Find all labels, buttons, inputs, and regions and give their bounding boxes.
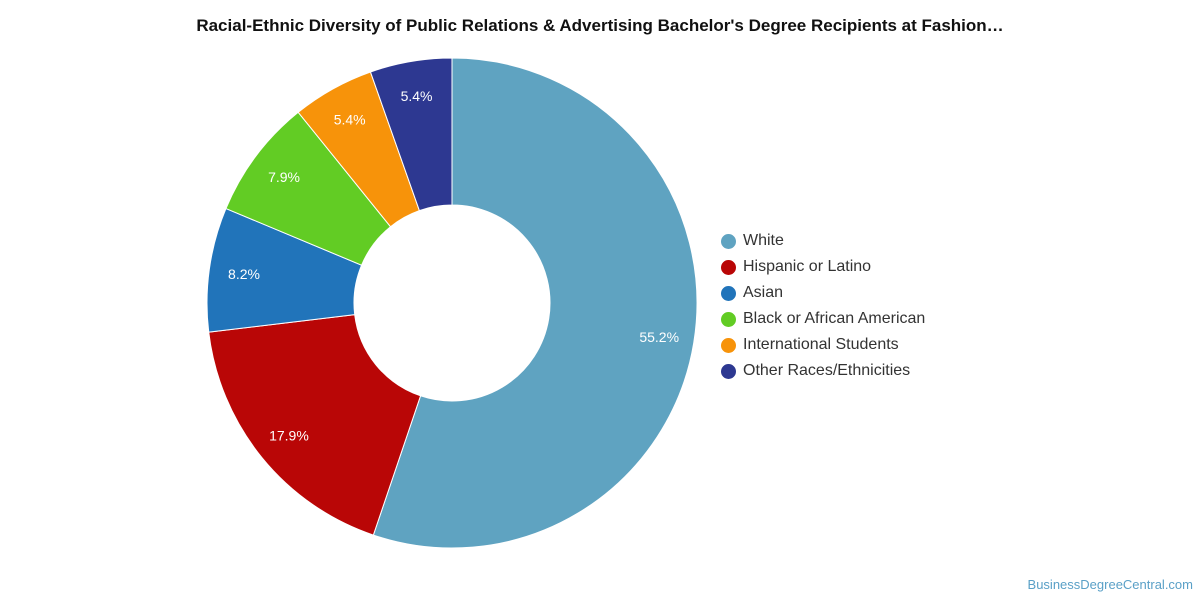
- legend-item-international-students[interactable]: International Students: [721, 332, 925, 358]
- legend-label: Hispanic or Latino: [743, 258, 872, 275]
- data-label-white: 55.2%: [639, 329, 679, 345]
- data-label-asian: 8.2%: [228, 266, 260, 282]
- legend-swatch: [721, 285, 736, 301]
- legend-item-black-or-african-american[interactable]: Black or African American: [721, 306, 925, 332]
- site-credit[interactable]: BusinessDegreeCentral.com: [1027, 577, 1193, 592]
- slice-other-races-ethnicities[interactable]: [369, 57, 453, 212]
- legend-swatch: [721, 259, 736, 275]
- legend-item-hispanic-or-latino[interactable]: Hispanic or Latino: [721, 254, 925, 280]
- data-label-other-races-ethnicities: 5.4%: [401, 88, 433, 104]
- legend-label: International Students: [743, 336, 899, 353]
- legend-label: Asian: [743, 284, 784, 301]
- legend-label: Other Races/Ethnicities: [743, 362, 911, 379]
- legend-swatch: [721, 337, 736, 353]
- chart-legend: White Hispanic or Latino Asian Black or Afr…: [721, 228, 925, 384]
- legend-item-asian[interactable]: Asian: [721, 280, 925, 306]
- legend-swatch: [721, 363, 736, 379]
- data-label-international-students: 5.4%: [334, 112, 366, 128]
- legend-swatch: [721, 233, 736, 249]
- legend-label: Black or African American: [743, 310, 926, 327]
- legend-swatch: [721, 311, 736, 327]
- data-label-black-or-african-american: 7.9%: [268, 169, 300, 185]
- legend-item-other-races-ethnicities[interactable]: Other Races/Ethnicities: [721, 358, 925, 384]
- chart-title: Racial-Ethnic Diversity of Public Relati…: [196, 16, 1004, 35]
- legend-item-white[interactable]: White: [721, 228, 925, 254]
- slice-hispanic-or-latino[interactable]: [208, 314, 422, 536]
- legend-label: White: [743, 232, 784, 249]
- data-label-hispanic-or-latino: 17.9%: [269, 427, 309, 443]
- slice-white[interactable]: [372, 57, 698, 549]
